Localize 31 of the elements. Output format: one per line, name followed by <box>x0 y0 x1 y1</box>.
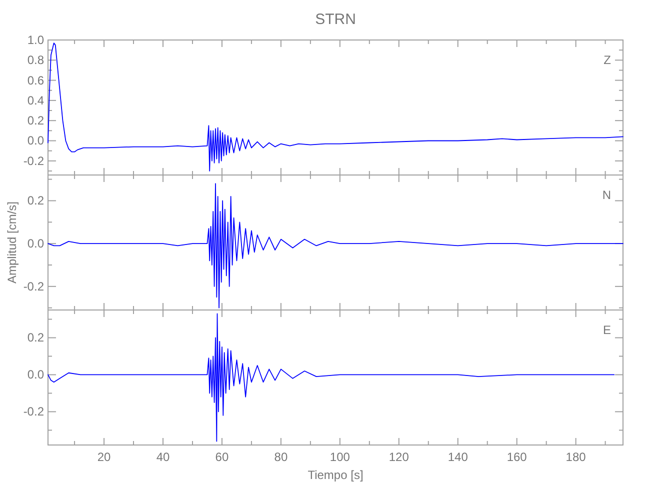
line-series <box>48 183 624 308</box>
x-tick-label: 40 <box>156 450 170 464</box>
x-tick-label: 80 <box>274 450 288 464</box>
x-axis-title: Tiempo [s] <box>308 468 364 482</box>
y-axis-title: Amplitud [cm/s] <box>5 201 19 284</box>
annotation: Z <box>604 53 611 67</box>
y-tick-label: 1.0 <box>27 33 44 47</box>
x-tick-label: 60 <box>215 450 229 464</box>
annotation: N <box>602 188 611 202</box>
y-tick-label: 0.0 <box>27 368 44 382</box>
x-tick-label: 100 <box>330 450 350 464</box>
x-tick-label: 160 <box>506 450 528 464</box>
y-tick-label: 0.4 <box>27 93 44 108</box>
x-tick-label: 120 <box>388 450 410 464</box>
y-tick-label: 0.2 <box>27 330 44 345</box>
y-tick-label: -0.2 <box>23 279 44 294</box>
y-tick-label: -0.2 <box>23 154 44 168</box>
y-tick-label: 0.6 <box>27 73 44 88</box>
line-series <box>48 313 615 442</box>
y-tick-label: 0.2 <box>27 114 44 128</box>
y-tick-label: 0.0 <box>27 134 44 148</box>
line-series <box>48 42 624 172</box>
chart-title: STRN <box>315 11 356 28</box>
y-tick-label: 0.0 <box>27 236 44 251</box>
annotation: E <box>602 323 611 337</box>
y-tick-label: 0.8 <box>27 53 44 68</box>
y-tick-label: -0.2 <box>23 404 44 419</box>
y-tick-label: 0.2 <box>27 194 44 208</box>
x-tick-label: 20 <box>97 450 112 464</box>
x-tick-label: 140 <box>448 450 468 464</box>
x-tick-label: 180 <box>566 450 586 464</box>
